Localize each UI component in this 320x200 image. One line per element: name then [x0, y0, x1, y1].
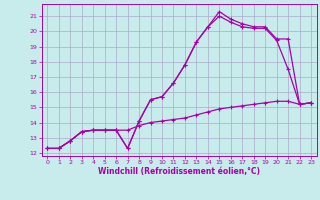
- X-axis label: Windchill (Refroidissement éolien,°C): Windchill (Refroidissement éolien,°C): [98, 167, 260, 176]
